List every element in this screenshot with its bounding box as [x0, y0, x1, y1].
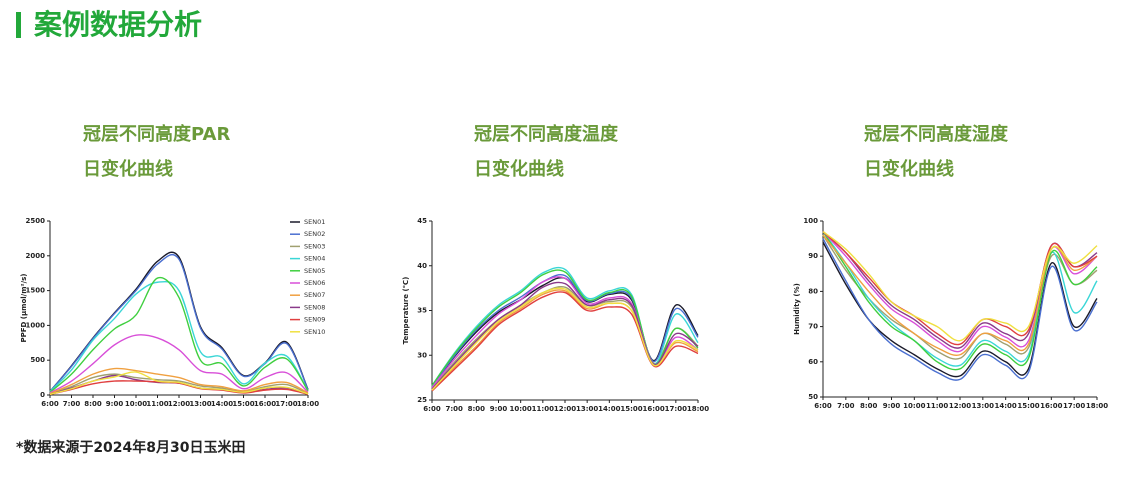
x-tick-label: 11:00	[926, 402, 948, 410]
title-marker	[16, 12, 21, 38]
series-line	[822, 238, 1098, 381]
x-tick-label: 11:00	[532, 405, 554, 413]
x-tick-label: 8:00	[468, 405, 486, 413]
series-line	[49, 280, 309, 393]
x-tick-label: 18:00	[687, 405, 709, 413]
page-title: 案例数据分析	[34, 8, 202, 41]
chart-subtitle: 日变化曲线	[474, 158, 564, 180]
x-tick-label: 14:00	[211, 400, 233, 408]
x-tick-label: 14:00	[598, 405, 620, 413]
x-tick-label: 13:00	[189, 400, 211, 408]
series-line	[49, 371, 309, 395]
series-line	[49, 254, 309, 392]
x-tick-label: 12:00	[949, 402, 971, 410]
x-tick-label: 9:00	[883, 402, 901, 410]
x-tick-label: 12:00	[168, 400, 190, 408]
chart-subtitle: 日变化曲线	[83, 158, 173, 180]
y-axis-label: Humidity (%)	[793, 283, 801, 335]
y-axis-label: PPFD (μmol/m²/s)	[20, 274, 28, 343]
x-tick-label: 16:00	[1040, 402, 1062, 410]
y-tick-label: 1500	[26, 287, 46, 295]
x-tick-label: 9:00	[106, 400, 124, 408]
x-tick-label: 6:00	[41, 400, 59, 408]
x-tick-label: 10:00	[125, 400, 147, 408]
series-line	[822, 231, 1098, 371]
y-tick-label: 1000	[26, 321, 46, 329]
y-tick-label: 40	[417, 262, 427, 270]
legend-label: SEN04	[304, 255, 325, 263]
chart-subtitle: 日变化曲线	[864, 158, 954, 180]
x-tick-label: 15:00	[1017, 402, 1039, 410]
x-tick-label: 18:00	[297, 400, 319, 408]
y-tick-label: 80	[808, 287, 818, 295]
legend-label: SEN09	[304, 316, 325, 324]
x-tick-label: 14:00	[995, 402, 1017, 410]
series-line	[431, 274, 699, 387]
legend-label: SEN05	[304, 267, 325, 275]
legend-label: SEN01	[304, 218, 325, 226]
y-tick-label: 50	[808, 393, 818, 401]
y-tick-label: 45	[417, 217, 427, 225]
series-line	[822, 231, 1098, 342]
x-tick-label: 7:00	[837, 402, 855, 410]
series-line	[822, 231, 1098, 349]
series-line	[49, 373, 309, 395]
x-tick-label: 10:00	[510, 405, 532, 413]
x-tick-label: 11:00	[146, 400, 168, 408]
x-tick-label: 6:00	[423, 405, 441, 413]
y-tick-label: 70	[808, 323, 818, 331]
x-tick-label: 15:00	[620, 405, 642, 413]
x-tick-label: 13:00	[972, 402, 994, 410]
series-line	[431, 266, 699, 387]
series-line	[49, 334, 309, 394]
x-tick-label: 16:00	[254, 400, 276, 408]
y-tick-label: 2500	[26, 217, 46, 225]
x-tick-label: 16:00	[643, 405, 665, 413]
series-line	[822, 241, 1098, 378]
chart-title: 冠层不同高度湿度	[864, 123, 1009, 145]
legend-label: SEN10	[304, 328, 325, 336]
x-tick-label: 7:00	[445, 405, 463, 413]
legend-label: SEN06	[304, 279, 325, 287]
x-tick-label: 7:00	[63, 400, 81, 408]
x-tick-label: 17:00	[665, 405, 687, 413]
footnote: *数据来源于2024年8月30日玉米田	[16, 439, 246, 456]
legend-label: SEN07	[304, 291, 325, 299]
series-line	[431, 291, 699, 392]
y-axis-label: Temperature (℃)	[402, 277, 410, 345]
legend-label: SEN03	[304, 242, 325, 250]
y-tick-label: 30	[417, 351, 427, 359]
x-tick-label: 13:00	[576, 405, 598, 413]
y-tick-label: 2000	[26, 252, 46, 260]
legend-label: SEN08	[304, 303, 325, 311]
y-tick-label: 100	[803, 217, 818, 225]
x-tick-label: 12:00	[554, 405, 576, 413]
x-tick-label: 17:00	[275, 400, 297, 408]
x-tick-label: 17:00	[1063, 402, 1085, 410]
legend-label: SEN02	[304, 230, 325, 238]
series-line	[431, 287, 699, 391]
series-line	[49, 276, 309, 393]
y-tick-label: 0	[40, 391, 45, 399]
x-tick-label: 8:00	[84, 400, 102, 408]
y-tick-label: 25	[417, 396, 427, 404]
series-line	[49, 367, 309, 395]
x-tick-label: 9:00	[490, 405, 508, 413]
x-tick-label: 8:00	[860, 402, 878, 410]
series-line	[49, 251, 309, 392]
x-tick-label: 15:00	[232, 400, 254, 408]
x-tick-label: 6:00	[814, 402, 832, 410]
y-tick-label: 35	[417, 307, 427, 315]
y-tick-label: 500	[30, 356, 45, 364]
y-tick-label: 60	[808, 358, 818, 366]
chart-title: 冠层不同高度温度	[474, 123, 619, 145]
x-tick-label: 18:00	[1086, 402, 1108, 410]
series-line	[822, 231, 1098, 346]
chart-title: 冠层不同高度PAR	[83, 123, 230, 145]
y-tick-label: 90	[808, 252, 818, 260]
x-tick-label: 10:00	[903, 402, 925, 410]
